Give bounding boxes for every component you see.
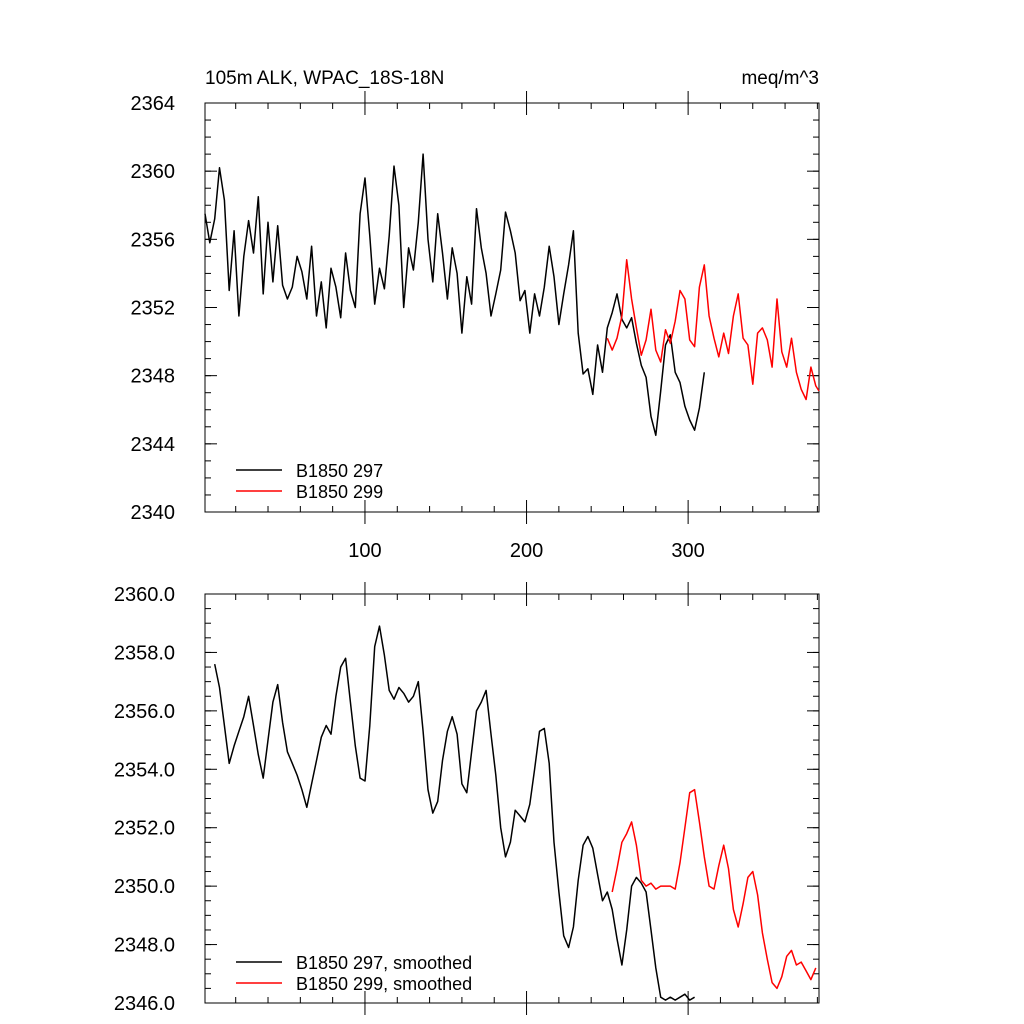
top-ytick-label: 2364	[131, 93, 176, 115]
top-title-right: meq/m^3	[741, 68, 819, 89]
legend-label-299-smoothed: B1850 299, smoothed	[296, 974, 472, 994]
bottom-ytick-label: 2356.0	[114, 701, 175, 723]
bottom-ticks: 2346.0 2348.0 2350.0 2352.0 2354.0 2356.0 2358…	[114, 582, 819, 1015]
bottom-series	[213, 625, 817, 1001]
top-xtick-label: 300	[671, 540, 704, 562]
top-ticks: 2340 2344 2348 2352 2356 2360 2364 100 200 300	[131, 91, 819, 562]
bottom-legend: B1850 297, smoothed B1850 299, smoothed	[236, 953, 472, 994]
bottom-ytick-label: 2352.0	[114, 818, 175, 840]
bottom-ytick-label: 2348.0	[114, 935, 175, 957]
top-legend: B1850 297 B1850 299	[236, 461, 383, 502]
bottom-ytick-label: 2346.0	[114, 993, 175, 1015]
top-series	[204, 153, 820, 437]
bottom-ytick-label: 2358.0	[114, 642, 175, 664]
bottom-ytick-label: 2354.0	[114, 759, 175, 781]
top-xtick-label: 100	[348, 540, 381, 562]
bottom-ytick-label: 2350.0	[114, 876, 175, 898]
legend-label-297-smoothed: B1850 297, smoothed	[296, 953, 472, 973]
top-xtick-label: 200	[510, 540, 543, 562]
top-ytick-label: 2356	[131, 229, 176, 251]
top-plot-frame	[204, 102, 820, 513]
top-ytick-label: 2344	[131, 434, 176, 456]
top-ytick-label: 2360	[131, 161, 176, 183]
top-series-line-1	[606, 259, 820, 401]
top-title-left: 105m ALK, WPAC_18S-18N	[205, 68, 444, 89]
top-ytick-label: 2352	[131, 298, 176, 320]
bottom-series-line-1	[611, 788, 817, 990]
bottom-panel: 2346.0 2348.0 2350.0 2352.0 2354.0 2356.0 2358…	[114, 582, 820, 1015]
top-ytick-label: 2340	[131, 502, 176, 524]
top-series-line-0	[204, 153, 706, 437]
bottom-ytick-label: 2360.0	[114, 584, 175, 606]
bottom-series-line-0	[213, 625, 695, 1001]
bottom-plot-frame	[204, 593, 820, 1004]
top-panel: 105m ALK, WPAC_18S-18N meq/m^3 234023442…	[131, 68, 820, 562]
legend-label-297: B1850 297	[296, 461, 383, 481]
top-ytick-label: 2348	[131, 366, 176, 388]
legend-label-299: B1850 299	[296, 482, 383, 502]
